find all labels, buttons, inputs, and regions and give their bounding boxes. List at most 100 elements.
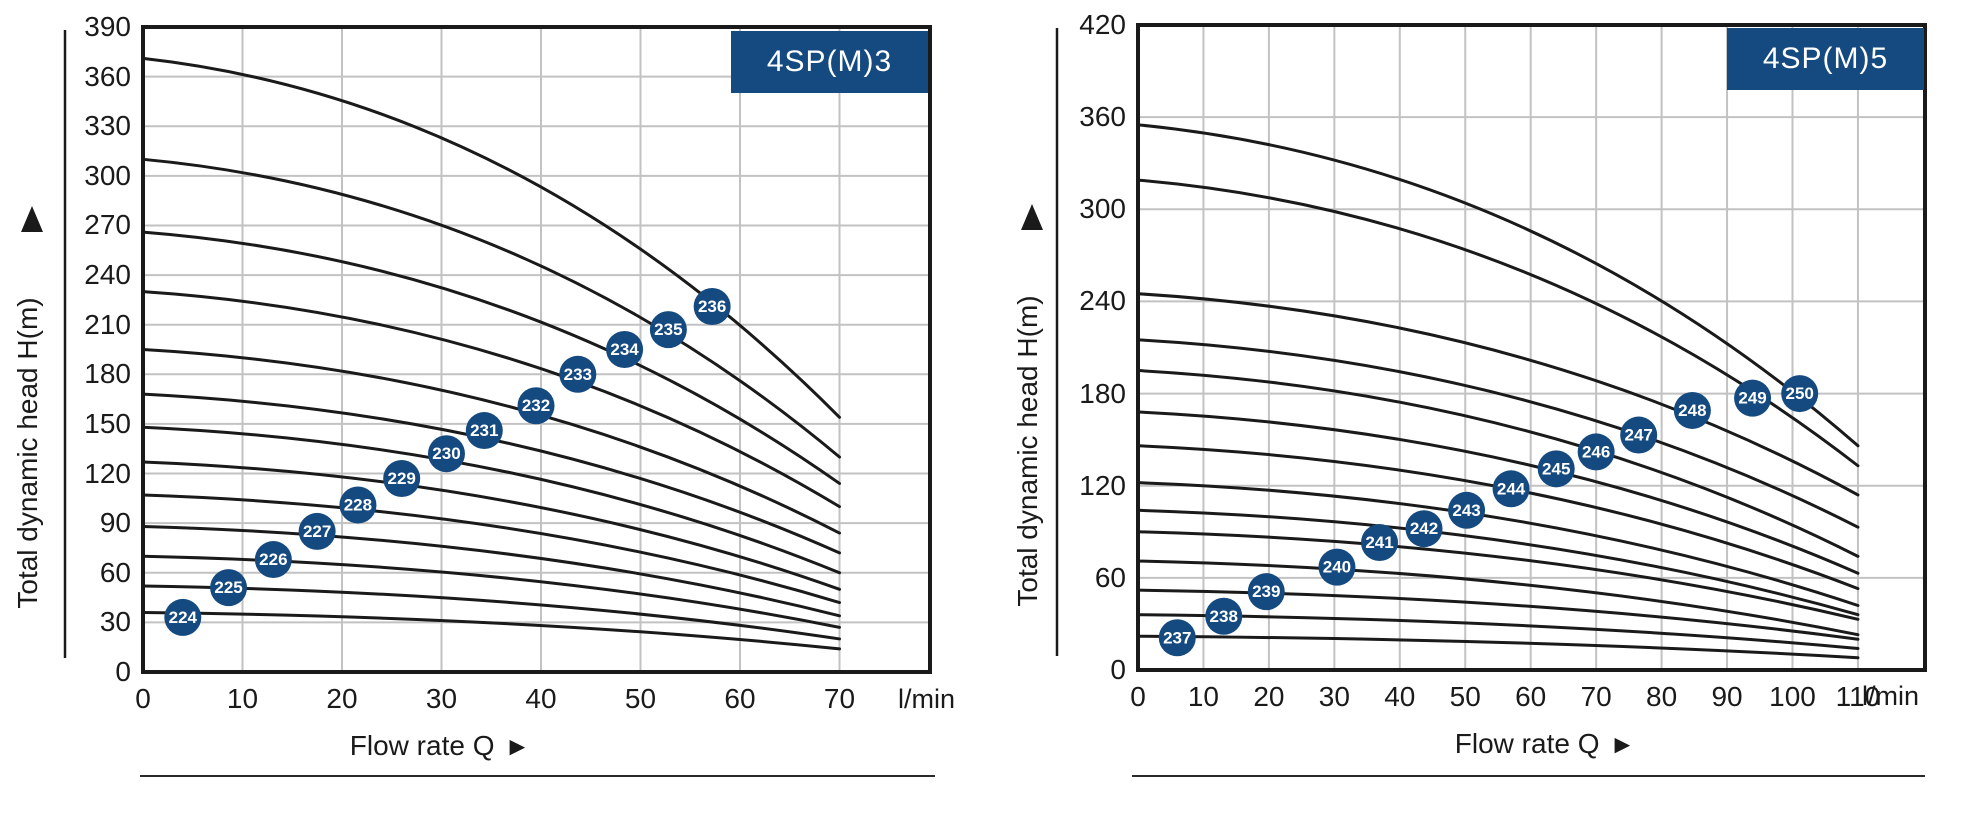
model-badge-label: 244: [1497, 479, 1526, 498]
model-badge-label: 241: [1365, 533, 1393, 552]
model-badge-248: [1673, 391, 1711, 429]
pump-curve-234: [141, 230, 841, 485]
model-badge-231: [465, 412, 503, 450]
model-badge-249: [1734, 379, 1772, 417]
pump-curve-250: [1136, 123, 1860, 448]
y-tick-label-240: 240: [1079, 285, 1126, 317]
x-tick-label-80: 80: [1646, 681, 1678, 712]
y-tick-label-330: 330: [84, 110, 131, 142]
model-badge-238: [1205, 597, 1243, 635]
x-axis-title: Flow rate Q ►: [1345, 728, 1745, 760]
model-badge-label: 247: [1625, 426, 1653, 445]
y-tick-label-390: 390: [84, 11, 131, 42]
model-badge-250: [1781, 375, 1819, 413]
model-badge-227: [298, 512, 336, 550]
pump-curve-229: [141, 460, 841, 591]
pump-curve-233: [141, 290, 841, 509]
x-tick-label-70: 70: [1580, 681, 1612, 712]
x-tick-label-10: 10: [1187, 681, 1220, 712]
x-tick-label-40: 40: [1384, 681, 1416, 712]
y-tick-label-180: 180: [84, 358, 131, 390]
x-axis-unit: l/min: [1862, 681, 1920, 711]
y-tick-label-30: 30: [99, 606, 131, 638]
y-tick-label-60: 60: [1094, 561, 1126, 593]
model-badge-label: 239: [1252, 582, 1280, 601]
x-tick-label-100: 100: [1769, 681, 1816, 712]
model-badge-239: [1247, 573, 1285, 611]
y-tick-label-150: 150: [84, 407, 131, 439]
x-tick-label-0: 0: [135, 683, 151, 714]
model-badge-label: 237: [1163, 628, 1191, 647]
pump-curve-245: [1136, 410, 1860, 575]
y-tick-label-270: 270: [84, 209, 131, 241]
pump-curve-242: [1136, 508, 1860, 617]
y-tick-label-120: 120: [84, 457, 131, 489]
plot-border: [1136, 23, 1927, 672]
pump-curve-227: [141, 524, 841, 618]
pump-curve-238: [1136, 613, 1860, 650]
right-arrow-icon: ►: [504, 731, 531, 761]
model-range-badge-4spm5: 4SP(M)5: [1727, 28, 1924, 90]
model-badge-label: 249: [1738, 389, 1766, 408]
model-badge-229: [383, 460, 421, 497]
x-tick-label-20: 20: [1253, 681, 1285, 712]
x-tick-label-0: 0: [1130, 681, 1146, 712]
up-arrow-icon: [21, 206, 43, 232]
y-tick-label-0: 0: [1110, 654, 1126, 685]
model-badge-244: [1492, 470, 1530, 508]
x-tick-label-60: 60: [724, 683, 756, 714]
pump-curve-241: [1136, 530, 1860, 621]
model-badge-label: 231: [470, 421, 498, 440]
pump-curve-225: [141, 584, 841, 641]
x-tick-label-30: 30: [425, 683, 458, 714]
pump-curve-226: [141, 554, 841, 629]
pump-curve-224: [141, 610, 841, 651]
model-badge-label: 229: [388, 469, 416, 488]
x-tick-label-50: 50: [624, 683, 657, 714]
x-tick-label-10: 10: [226, 683, 259, 714]
model-badge-237: [1158, 619, 1196, 657]
model-badge-247: [1620, 416, 1658, 454]
y-tick-label-60: 60: [99, 556, 131, 588]
model-badge-label: 245: [1542, 459, 1570, 478]
x-tick-label-50: 50: [1449, 681, 1481, 712]
pump-curve-237: [1136, 634, 1860, 660]
x-tick-label-20: 20: [326, 683, 358, 714]
model-badge-233: [559, 355, 597, 393]
y-tick-label-360: 360: [1079, 101, 1126, 133]
model-badge-label: 242: [1410, 519, 1438, 538]
model-badge-230: [427, 435, 465, 473]
pump-curve-228: [141, 493, 841, 605]
x-axis-title-text: Flow rate Q: [349, 730, 495, 761]
model-badge-label: 246: [1582, 442, 1610, 461]
pump-curve-236: [141, 56, 841, 419]
y-tick-label-0: 0: [115, 656, 131, 687]
y-tick-label-180: 180: [1079, 377, 1126, 409]
model-badge-label: 248: [1678, 401, 1706, 420]
y-tick-label-420: 420: [1079, 9, 1126, 40]
model-badge-235: [649, 311, 687, 349]
y-tick-label-120: 120: [1079, 469, 1126, 501]
model-badge-232: [517, 387, 555, 425]
x-axis-title: Flow rate Q ►: [240, 730, 640, 762]
model-badge-label: 235: [654, 320, 682, 339]
x-tick-label-60: 60: [1515, 681, 1547, 712]
y-tick-label-240: 240: [84, 259, 131, 291]
model-badge-label: 228: [344, 495, 372, 514]
model-badge-label: 238: [1210, 607, 1238, 626]
x-axis-title-text: Flow rate Q: [1454, 728, 1600, 759]
y-tick-label-300: 300: [1079, 193, 1126, 225]
x-axis-unit: l/min: [898, 684, 956, 714]
right-arrow-icon: ►: [1609, 729, 1636, 759]
x-tick-label-70: 70: [823, 683, 856, 714]
model-badge-label: 250: [1786, 384, 1814, 403]
model-badge-label: 232: [522, 396, 550, 415]
pump-curve-240: [1136, 559, 1860, 637]
x-tick-label-90: 90: [1711, 681, 1743, 712]
pump-curve-247: [1136, 338, 1860, 529]
model-badge-label: 226: [259, 550, 287, 569]
pump-curve-246: [1136, 369, 1860, 558]
model-badge-label: 230: [432, 444, 460, 463]
